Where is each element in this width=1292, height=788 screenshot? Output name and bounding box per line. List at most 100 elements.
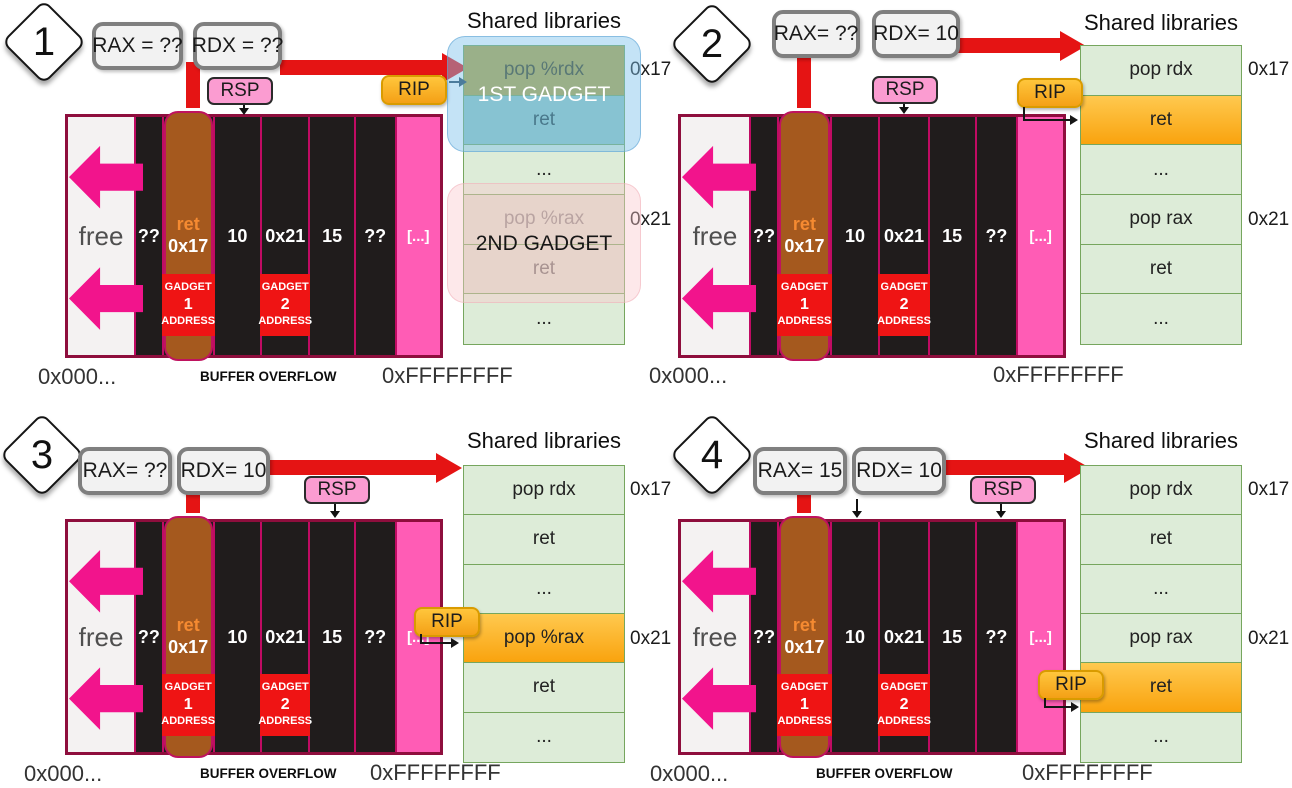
gadget2-line3: ADDRESS: [877, 315, 931, 328]
library-row-ellipsis-2: ...: [1081, 712, 1241, 762]
gadget2-address-box: GADGET 2 ADDRESS: [258, 274, 313, 337]
first-gadget-label: 1ST GADGET: [477, 83, 611, 106]
stack-cell-gadget2-address: 0x21 GADGET 2 ADDRESS: [877, 117, 931, 355]
gadget1-address-label: 0x17: [1248, 59, 1290, 80]
memory-strip: free ?? ret 0x17 GADGET 1 ADDRESS 10 0x2…: [678, 516, 1066, 758]
ret-label: ret: [176, 214, 200, 235]
register-rax-box: RAX = ??: [92, 22, 183, 70]
rop-step-panel-1: 1 RAX = ?? RDX = ?? RSP RIP Shared libra…: [0, 0, 671, 394]
library-row-pop-rax: pop %rax: [464, 613, 624, 664]
gadget1-address-box: GADGET 1 ADDRESS: [777, 673, 832, 736]
stack-cell-return-address: ret 0x17 GADGET 1 ADDRESS: [161, 111, 215, 361]
red-arrow-shaft: [280, 60, 444, 75]
ret-label: ret: [792, 214, 816, 235]
stack-cell-rest: [...]: [1016, 522, 1064, 752]
red-arrow-shaft: [940, 460, 1066, 475]
buffer-overflow-label: BUFFER OVERFLOW: [200, 369, 337, 384]
address-low-label: 0x000...: [38, 364, 117, 389]
rop-step-panel-4: 4 RAX= 15 RDX= 10 RSP RIP Shared librari…: [646, 394, 1292, 788]
gadget1-line3: ADDRESS: [777, 315, 832, 328]
gadget2-line3: ADDRESS: [258, 315, 313, 328]
rip-elbow-arrow-icon: [420, 634, 459, 648]
library-row-pop-rdx: pop rdx: [464, 466, 624, 516]
gadget1-address-box: GADGET 1 ADDRESS: [161, 274, 215, 337]
return-address-text: ret 0x17: [784, 214, 824, 257]
stack-cell-return-address: ret 0x17 GADGET 1 ADDRESS: [161, 516, 216, 758]
rop-step-panel-3: 3 RAX= ?? RDX= 10 RSP RIP Shared librari…: [0, 394, 671, 788]
library-row-ret-1: ret: [1081, 95, 1241, 146]
rop-step-panel-2: 2 RAX= ?? RDX= 10 RSP RIP Shared librari…: [646, 0, 1292, 394]
library-row-ellipsis-1: ...: [464, 145, 624, 195]
library-row-ret-1: ret: [464, 515, 624, 565]
red-connector-line: [797, 50, 811, 108]
stack-cell-unknown-1: ??: [134, 522, 162, 752]
gadget2-address-box: GADGET 2 ADDRESS: [877, 274, 931, 337]
gadget2-line3: ADDRESS: [877, 714, 931, 727]
red-connector-line: [186, 62, 200, 108]
gadget1-line1: GADGET: [164, 281, 212, 294]
red-arrow-head: [436, 453, 462, 483]
stack-cell-value-10: 10: [829, 117, 879, 355]
gadget1-address-label: 0x17: [1248, 479, 1290, 500]
gadget1-address-label: 0x17: [630, 479, 672, 500]
return-address-text: ret 0x17: [784, 615, 824, 658]
ret-label: ret: [176, 615, 200, 636]
library-row-ret-2: ret: [464, 663, 624, 713]
free-memory-region: free: [68, 117, 135, 355]
address-high-label: 0xFFFFFFFF: [382, 363, 513, 388]
step-number-badge: 1: [1, 0, 87, 85]
ret-address-value: 0x17: [784, 236, 825, 256]
stack-cell-value-0x21: 0x21: [884, 225, 925, 246]
stack-position-arrow-icon: [852, 499, 862, 518]
library-row-pop-rdx: pop %rdx: [464, 46, 624, 96]
stack-cell-rest: [...]: [1016, 117, 1064, 355]
shared-libraries-title: Shared libraries: [466, 8, 622, 33]
library-row-ellipsis-1: ...: [464, 564, 624, 614]
gadget2-line1: GADGET: [261, 281, 309, 294]
gadget2-line1: GADGET: [880, 281, 928, 294]
gadget2-address-label: 0x21: [1248, 628, 1290, 649]
gadget1-line3: ADDRESS: [161, 714, 216, 727]
shared-library-gadget-table: pop rdx ret ... pop rax ret ...: [1080, 465, 1242, 763]
address-low-label: 0x000...: [24, 761, 103, 786]
rip-elbow-arrow-icon: [1023, 107, 1078, 125]
gadget2-line1: GADGET: [261, 681, 309, 694]
stack-cell-unknown-1: ??: [748, 522, 777, 752]
library-row-ret-1: ret: [1081, 515, 1241, 565]
gadget1-line1: GADGET: [780, 681, 828, 694]
red-connector-line: [797, 494, 811, 513]
library-row-pop-rdx: pop rdx: [1081, 46, 1241, 96]
step-number-badge: 4: [669, 412, 755, 498]
stack-cell-value-0x21: 0x21: [265, 225, 306, 246]
gadget1-address-box: GADGET 1 ADDRESS: [777, 274, 832, 337]
gadget1-line2: 1: [183, 296, 193, 314]
stack-cell-value-10: 10: [212, 522, 260, 752]
memory-strip: free ?? ret 0x17 GADGET 1 ADDRESS 10 0x2…: [65, 111, 443, 361]
stack-cell-unknown-2: ??: [974, 522, 1017, 752]
step-number-badge: 2: [669, 1, 755, 87]
register-rdx-box: RDX = ??: [192, 22, 283, 70]
gadget2-line2: 2: [899, 695, 909, 713]
shared-libraries-title: Shared libraries: [1083, 10, 1239, 35]
shared-library-gadget-table: pop rdx ret ... pop %rax ret ...: [463, 465, 625, 763]
rip-pointer-label: RIP: [381, 75, 447, 105]
gadget2-line2: 2: [899, 296, 909, 314]
stack-cell-value-0x21: 0x21: [884, 626, 925, 647]
register-rax-box: RAX= ??: [78, 447, 172, 495]
library-row-ret-2: ret: [1081, 244, 1241, 295]
stack-cell-value-15: 15: [308, 117, 353, 355]
register-rdx-box: RDX= 10: [852, 447, 946, 495]
address-low-label: 0x000...: [649, 363, 728, 388]
gadget2-address-label: 0x21: [1248, 209, 1290, 230]
library-row-ret-1: ret: [464, 95, 624, 146]
rip-elbow-arrow-icon: [1044, 698, 1079, 712]
stack-cell-unknown-2: ??: [974, 117, 1017, 355]
stack-cell-value-10: 10: [829, 522, 879, 752]
rsp-down-arrow-icon: [899, 103, 909, 114]
rip-pointer-label: RIP: [1038, 670, 1104, 700]
register-rdx-box: RDX= 10: [872, 10, 960, 58]
rsp-down-arrow-icon: [330, 503, 340, 518]
stack-cell-value-10: 10: [212, 117, 260, 355]
register-rax-box: RAX= ??: [772, 10, 860, 58]
